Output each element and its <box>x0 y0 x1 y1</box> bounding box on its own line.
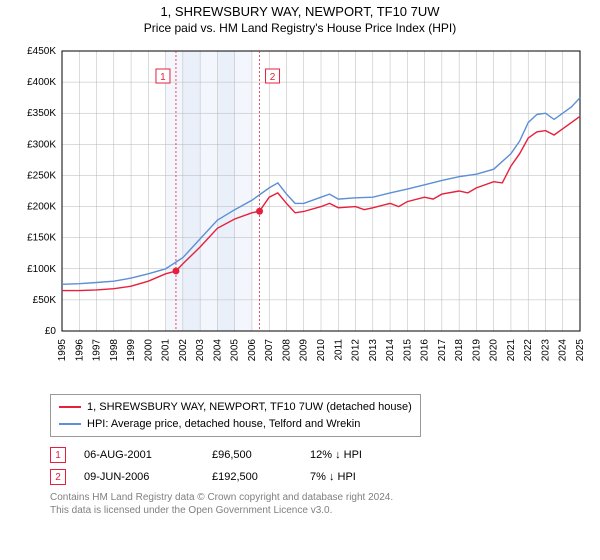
sale-date: 06-AUG-2001 <box>84 449 194 461</box>
legend: 1, SHREWSBURY WAY, NEWPORT, TF10 7UW (de… <box>50 394 421 437</box>
page-subtitle: Price paid vs. HM Land Registry's House … <box>0 21 600 35</box>
svg-text:2017: 2017 <box>437 339 448 362</box>
legend-label: 1, SHREWSBURY WAY, NEWPORT, TF10 7UW (de… <box>87 399 412 416</box>
footer-line: This data is licensed under the Open Gov… <box>50 504 588 517</box>
sales-table: 1 06-AUG-2001 £96,500 12% ↓ HPI 2 09-JUN-2006… <box>50 447 588 485</box>
sale-badge: 2 <box>50 469 66 485</box>
svg-text:2022: 2022 <box>523 339 534 362</box>
svg-text:2015: 2015 <box>402 339 413 362</box>
svg-text:2009: 2009 <box>299 339 310 362</box>
svg-text:2010: 2010 <box>316 339 327 362</box>
svg-text:1998: 1998 <box>109 339 120 362</box>
sale-price: £96,500 <box>212 449 292 461</box>
svg-text:2024: 2024 <box>558 339 569 362</box>
sale-delta: 12% ↓ HPI <box>310 449 400 461</box>
sale-delta: 7% ↓ HPI <box>310 471 400 483</box>
svg-text:1995: 1995 <box>57 339 68 362</box>
svg-text:2: 2 <box>270 72 276 83</box>
svg-text:2012: 2012 <box>351 339 362 362</box>
legend-label: HPI: Average price, detached house, Telf… <box>87 416 360 433</box>
svg-text:2007: 2007 <box>264 339 275 362</box>
chart-area: £0 £50K £100K £150K £200K £250K £300K £350K £400… <box>12 43 588 388</box>
svg-text:2005: 2005 <box>230 339 241 362</box>
svg-text:2004: 2004 <box>212 339 223 362</box>
svg-text:2020: 2020 <box>489 339 500 362</box>
svg-text:£200K: £200K <box>27 202 56 213</box>
legend-item: 1, SHREWSBURY WAY, NEWPORT, TF10 7UW (de… <box>59 399 412 416</box>
sale-date: 09-JUN-2006 <box>84 471 194 483</box>
svg-text:2025: 2025 <box>575 339 586 362</box>
svg-text:2003: 2003 <box>195 339 206 362</box>
svg-text:£150K: £150K <box>27 233 56 244</box>
svg-text:2000: 2000 <box>143 339 154 362</box>
svg-text:2002: 2002 <box>178 339 189 362</box>
legend-swatch <box>59 406 81 408</box>
svg-text:1: 1 <box>160 72 166 83</box>
svg-text:£350K: £350K <box>27 108 56 119</box>
footer-line: Contains HM Land Registry data © Crown c… <box>50 491 588 504</box>
footer-attribution: Contains HM Land Registry data © Crown c… <box>50 491 588 517</box>
svg-text:£450K: £450K <box>27 46 56 57</box>
svg-text:1997: 1997 <box>92 339 103 362</box>
svg-text:£300K: £300K <box>27 139 56 150</box>
svg-text:2018: 2018 <box>454 339 465 362</box>
svg-text:2019: 2019 <box>471 339 482 362</box>
svg-text:£50K: £50K <box>33 295 57 306</box>
svg-text:£0: £0 <box>45 326 57 337</box>
legend-swatch <box>59 423 81 425</box>
svg-text:2001: 2001 <box>161 339 172 362</box>
sale-badge: 1 <box>50 447 66 463</box>
svg-text:£100K: £100K <box>27 264 56 275</box>
legend-item: HPI: Average price, detached house, Telf… <box>59 416 412 433</box>
svg-text:1999: 1999 <box>126 339 137 362</box>
svg-text:£250K: £250K <box>27 170 56 181</box>
svg-text:£400K: £400K <box>27 77 56 88</box>
svg-text:2011: 2011 <box>333 339 344 361</box>
svg-text:2006: 2006 <box>247 339 258 362</box>
svg-text:2013: 2013 <box>368 339 379 362</box>
svg-text:2008: 2008 <box>281 339 292 362</box>
page-title: 1, SHREWSBURY WAY, NEWPORT, TF10 7UW <box>0 4 600 19</box>
price-chart: £0 £50K £100K £150K £200K £250K £300K £350K £400… <box>12 43 588 383</box>
sale-price: £192,500 <box>212 471 292 483</box>
sale-row: 1 06-AUG-2001 £96,500 12% ↓ HPI <box>50 447 588 463</box>
svg-text:2023: 2023 <box>540 339 551 362</box>
svg-text:2021: 2021 <box>506 339 517 362</box>
svg-text:2014: 2014 <box>385 339 396 362</box>
svg-text:2016: 2016 <box>420 339 431 362</box>
sale-row: 2 09-JUN-2006 £192,500 7% ↓ HPI <box>50 469 588 485</box>
svg-text:1996: 1996 <box>74 339 85 362</box>
